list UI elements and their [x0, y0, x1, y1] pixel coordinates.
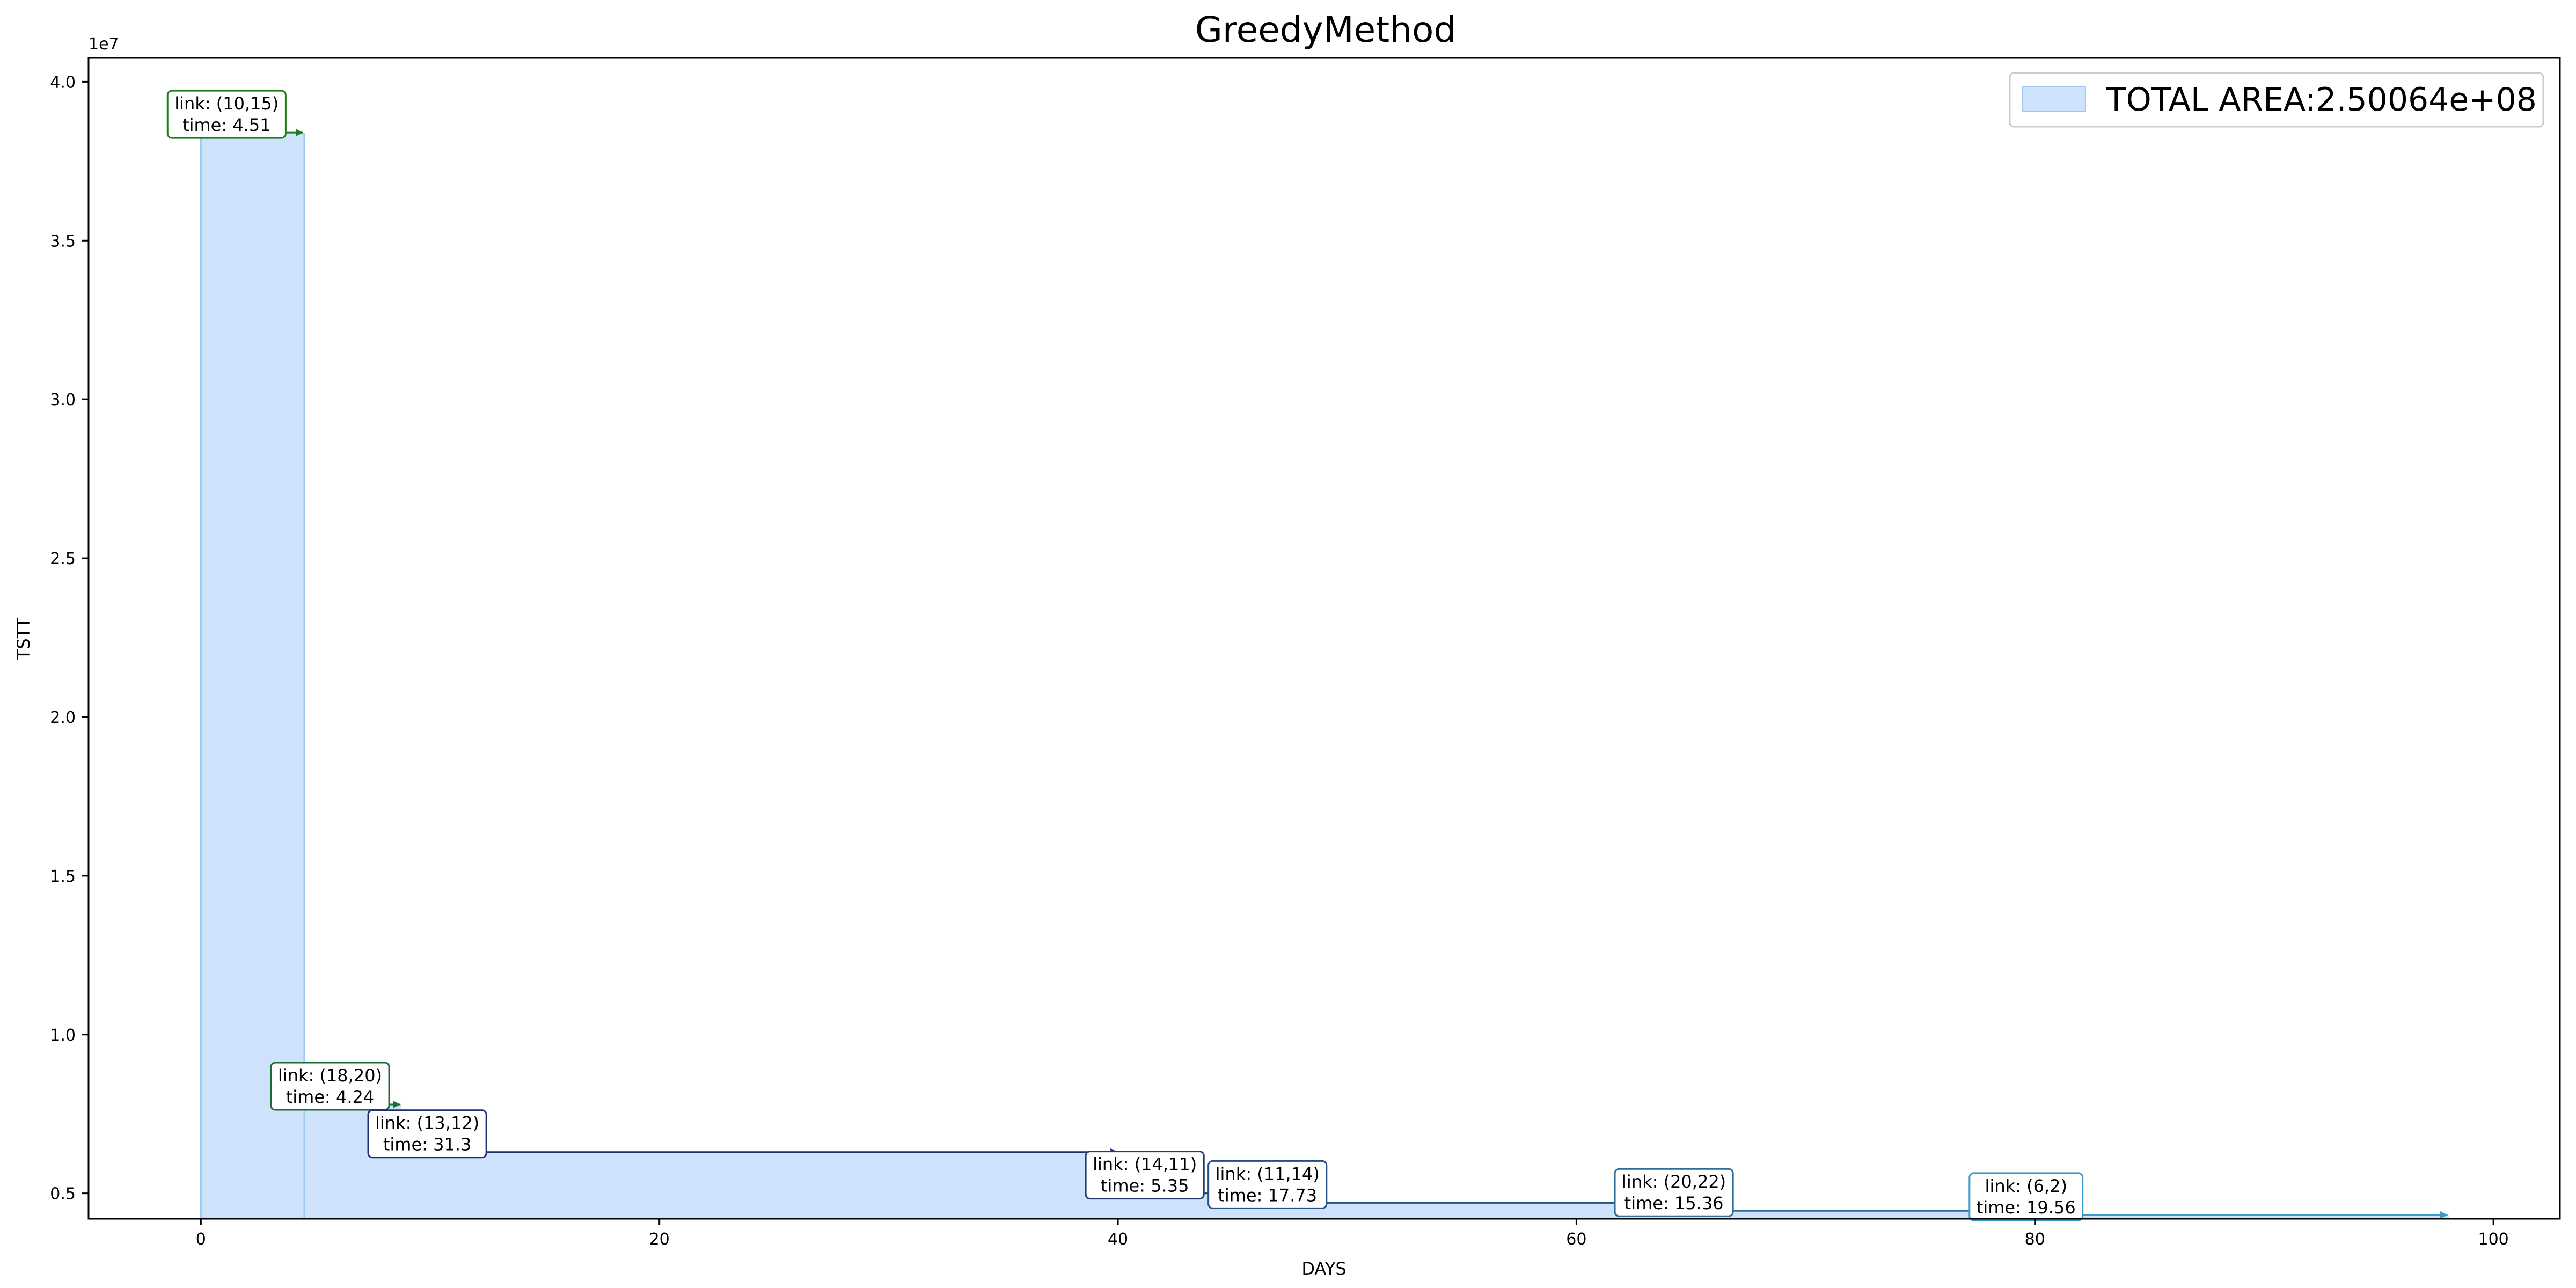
annotation-3: link: (14,11)time: 5.35 — [1085, 1151, 1241, 1200]
annotation-link: link: (13,12) — [375, 1113, 479, 1133]
annotation-link: link: (18,20) — [278, 1065, 382, 1086]
x-tick-label: 80 — [2025, 1230, 2045, 1249]
chart-title: GreedyMethod — [1195, 9, 1457, 50]
x-axis-title: DAYS — [1301, 1258, 1346, 1279]
annotation-box — [367, 1109, 487, 1159]
annotation-link: link: (6,2) — [1985, 1176, 2067, 1196]
x-tick-label: 100 — [2478, 1230, 2508, 1249]
y-tick-label: 0.5 — [50, 1185, 76, 1204]
annotation-box — [166, 90, 287, 139]
annotation-4: link: (11,14)time: 17.73 — [1208, 1160, 1648, 1209]
y-offset-label: 1e7 — [89, 35, 119, 54]
annotation-time: time: 31.3 — [383, 1135, 472, 1155]
annotation-time: time: 17.73 — [1218, 1185, 1317, 1205]
y-tick-label: 2.0 — [50, 708, 76, 727]
annotation-box — [1085, 1151, 1205, 1200]
annotation-time: time: 19.56 — [1977, 1197, 2076, 1218]
y-tick-label: 3.0 — [50, 391, 76, 409]
annotation-link: link: (20,22) — [1622, 1172, 1726, 1192]
x-tick-label: 20 — [649, 1230, 670, 1249]
annotation-time: time: 15.36 — [1624, 1193, 1724, 1213]
annotation-time: time: 4.51 — [182, 115, 271, 135]
y-tick-label: 2.5 — [50, 550, 76, 568]
legend-swatch — [2022, 86, 2086, 112]
legend-box — [2009, 72, 2544, 128]
annotation-time: time: 4.24 — [286, 1087, 375, 1107]
y-tick-label: 1.5 — [50, 867, 76, 886]
annotation-box — [270, 1062, 390, 1111]
annotation-box — [1968, 1172, 2084, 1221]
annotation-box — [1208, 1160, 1328, 1209]
annotation-0: link: (10,15)time: 4.51 — [166, 90, 303, 139]
legend: TOTAL AREA:2.50064e+08 — [2009, 72, 2544, 128]
annotation-1: link: (18,20)time: 4.24 — [270, 1062, 401, 1111]
annotation-6: link: (6,2)time: 19.56 — [1968, 1172, 2448, 1221]
annotation-2: link: (13,12)time: 31.3 — [367, 1109, 1118, 1159]
annotation-time: time: 5.35 — [1101, 1176, 1189, 1196]
x-tick-label: 40 — [1108, 1230, 1128, 1249]
annotation-5: link: (20,22)time: 15.36 — [1614, 1168, 2000, 1217]
y-tick-label: 4.0 — [50, 73, 76, 92]
annotation-link: link: (11,14) — [1216, 1163, 1320, 1184]
y-tick-label: 3.5 — [50, 232, 76, 251]
x-tick-label: 60 — [1566, 1230, 1586, 1249]
annotation-box — [1614, 1168, 1734, 1217]
legend-label: TOTAL AREA:2.50064e+08 — [2106, 81, 2537, 119]
annotation-link: link: (14,11) — [1093, 1154, 1197, 1175]
annotation-link: link: (10,15) — [174, 93, 279, 114]
y-tick-label: 1.0 — [50, 1026, 76, 1045]
y-axis-title: TSTT — [13, 617, 34, 660]
x-tick-label: 0 — [196, 1230, 206, 1249]
plot-frame — [87, 57, 2561, 1220]
